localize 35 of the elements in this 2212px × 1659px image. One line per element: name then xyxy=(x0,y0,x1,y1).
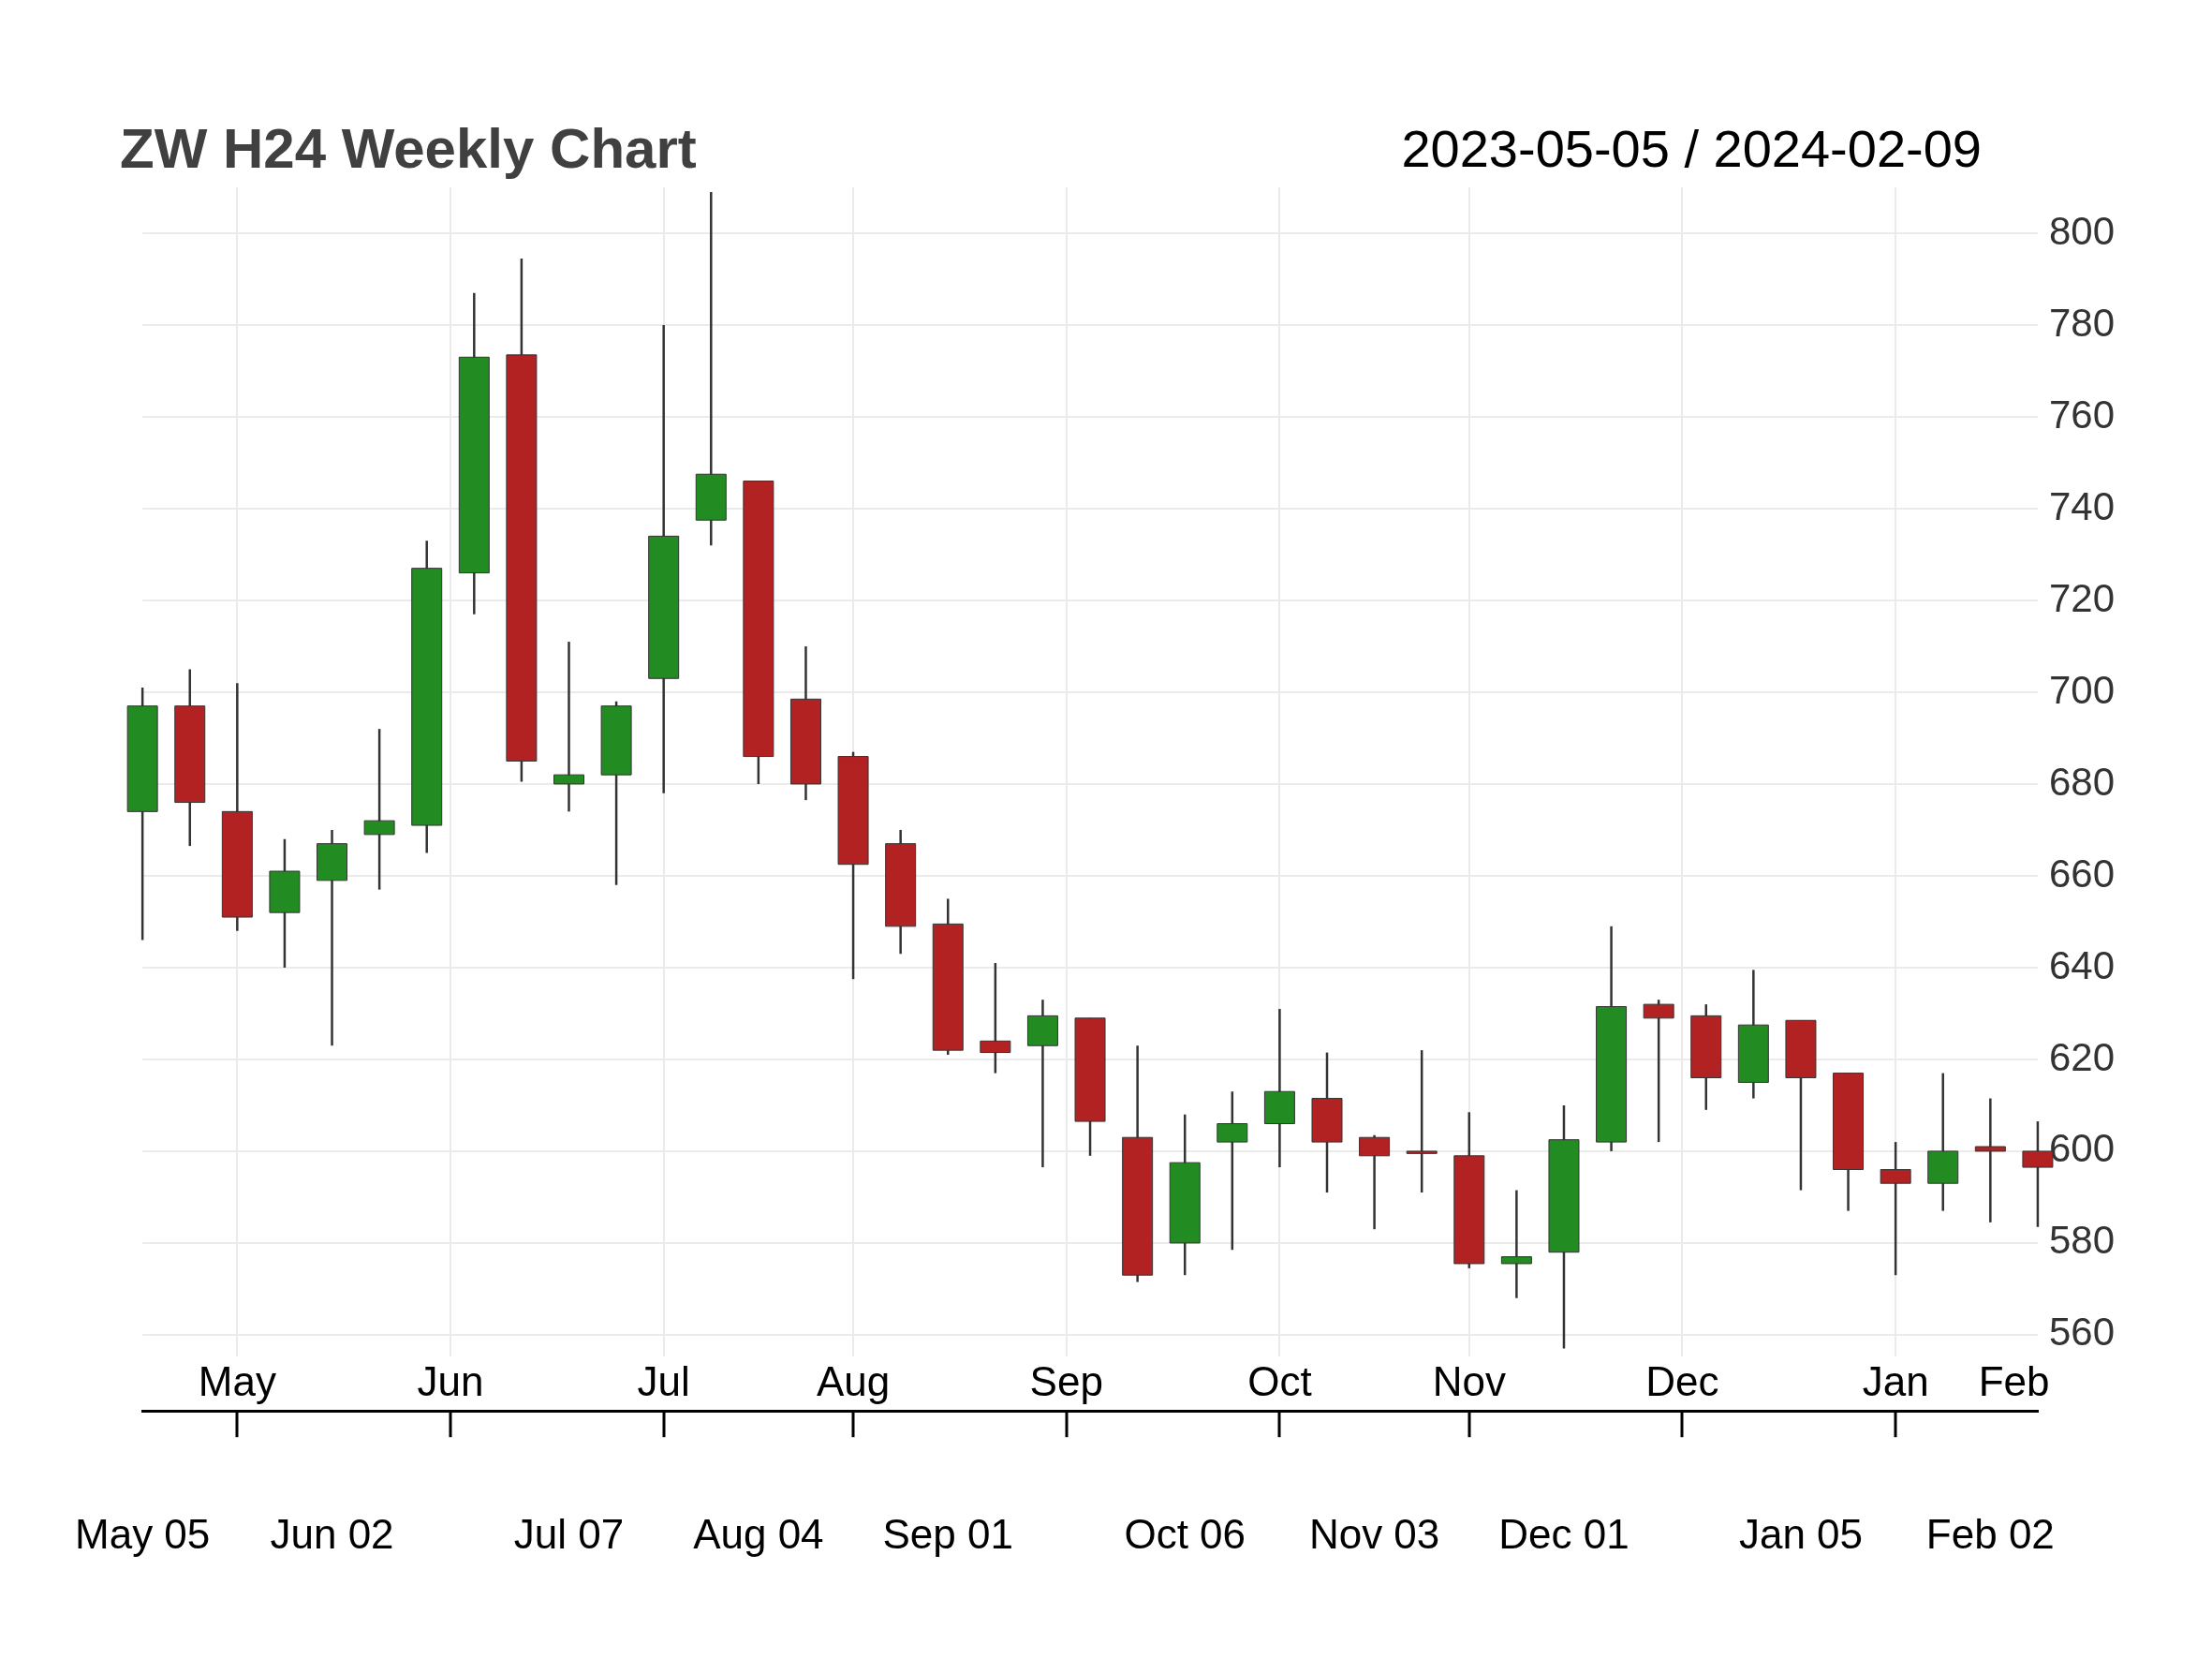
y-tick-label: 600 xyxy=(2048,1126,2115,1171)
y-tick-label: 560 xyxy=(2048,1310,2115,1355)
x2-tick-label: Nov xyxy=(1432,1357,1506,1404)
x2-tick-label: Jan xyxy=(1862,1357,1929,1404)
x-tick-label: Oct 06 xyxy=(1124,1510,1246,1557)
y-tick-label: 640 xyxy=(2048,942,2115,987)
y-tick-label: 660 xyxy=(2048,851,2115,896)
y-tick-label: 620 xyxy=(2048,1034,2115,1079)
x-tick-label: Jul 07 xyxy=(513,1510,625,1557)
x2-tick-label: May xyxy=(198,1357,276,1404)
x2-tick-label: Sep xyxy=(1029,1357,1103,1404)
x-tick-label: Aug 04 xyxy=(693,1510,824,1557)
chart-subtitle: 2023-05-05 / 2024-02-09 xyxy=(1401,118,1982,179)
x-tick-label: May 05 xyxy=(75,1510,211,1557)
x2-tick-label: Dec xyxy=(1645,1357,1719,1404)
x-tick-label: Dec 01 xyxy=(1498,1510,1630,1557)
chart-title: ZW H24 Weekly Chart xyxy=(120,116,697,181)
y-tick-label: 580 xyxy=(2048,1218,2115,1263)
x-tick-label: Nov 03 xyxy=(1308,1510,1440,1557)
x-tick-label: Jan 05 xyxy=(1738,1510,1864,1557)
y-tick-label: 800 xyxy=(2048,208,2115,253)
x-tick-label: Jun 02 xyxy=(270,1510,394,1557)
y-tick-label: 680 xyxy=(2048,759,2115,804)
x2-tick-label: Feb xyxy=(1978,1357,2050,1404)
x2-tick-label: Aug xyxy=(816,1357,891,1404)
x2-tick-label: Jun xyxy=(417,1357,484,1404)
y-tick-label: 700 xyxy=(2048,667,2115,712)
y-tick-label: 760 xyxy=(2048,392,2115,437)
x2-tick-label: Oct xyxy=(1247,1357,1312,1404)
y-tick-label: 780 xyxy=(2048,300,2115,345)
x2-tick-label: Jul xyxy=(637,1357,690,1404)
y-tick-label: 740 xyxy=(2048,483,2115,528)
x-tick-label: Feb 02 xyxy=(1925,1510,2055,1557)
y-tick-label: 720 xyxy=(2048,575,2115,620)
x-tick-label: Sep 01 xyxy=(882,1510,1013,1557)
